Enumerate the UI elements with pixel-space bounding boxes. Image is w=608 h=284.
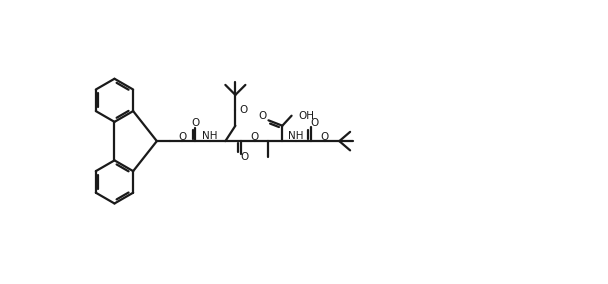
Text: O: O	[250, 132, 259, 142]
Text: O: O	[178, 132, 187, 142]
Text: O: O	[311, 118, 319, 128]
Text: NH: NH	[288, 131, 304, 141]
Text: NH: NH	[202, 131, 218, 141]
Text: O: O	[239, 105, 247, 115]
Text: O: O	[241, 152, 249, 162]
Text: O: O	[258, 112, 266, 122]
Text: OH: OH	[299, 111, 314, 121]
Text: O: O	[320, 132, 329, 142]
Text: O: O	[191, 118, 199, 128]
